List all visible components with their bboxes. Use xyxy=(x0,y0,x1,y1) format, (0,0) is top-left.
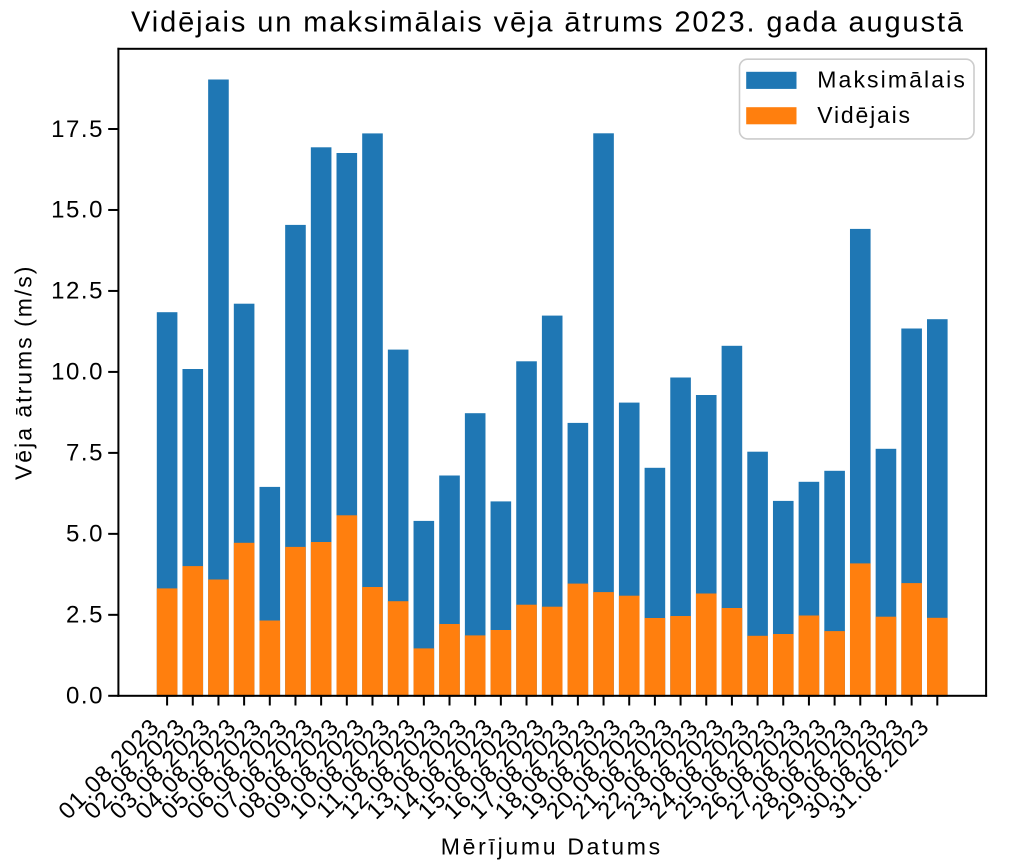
svg-text:15.0: 15.0 xyxy=(51,197,104,224)
svg-text:Mērījumu Datums: Mērījumu Datums xyxy=(441,833,663,859)
svg-text:Vēja ātrums (m/s): Vēja ātrums (m/s) xyxy=(11,265,37,480)
svg-text:5.0: 5.0 xyxy=(66,521,104,548)
svg-text:2.5: 2.5 xyxy=(66,602,104,629)
svg-text:12.5: 12.5 xyxy=(51,278,104,305)
svg-text:7.5: 7.5 xyxy=(66,440,104,467)
svg-text:Maksimālais: Maksimālais xyxy=(817,67,967,93)
svg-text:17.5: 17.5 xyxy=(51,116,104,143)
svg-text:0.0: 0.0 xyxy=(66,683,104,710)
svg-text:Vidējais: Vidējais xyxy=(817,102,912,128)
svg-text:10.0: 10.0 xyxy=(51,359,104,386)
svg-text:Vidējais un maksimālais vēja ā: Vidējais un maksimālais vēja ātrums 2023… xyxy=(131,6,965,38)
